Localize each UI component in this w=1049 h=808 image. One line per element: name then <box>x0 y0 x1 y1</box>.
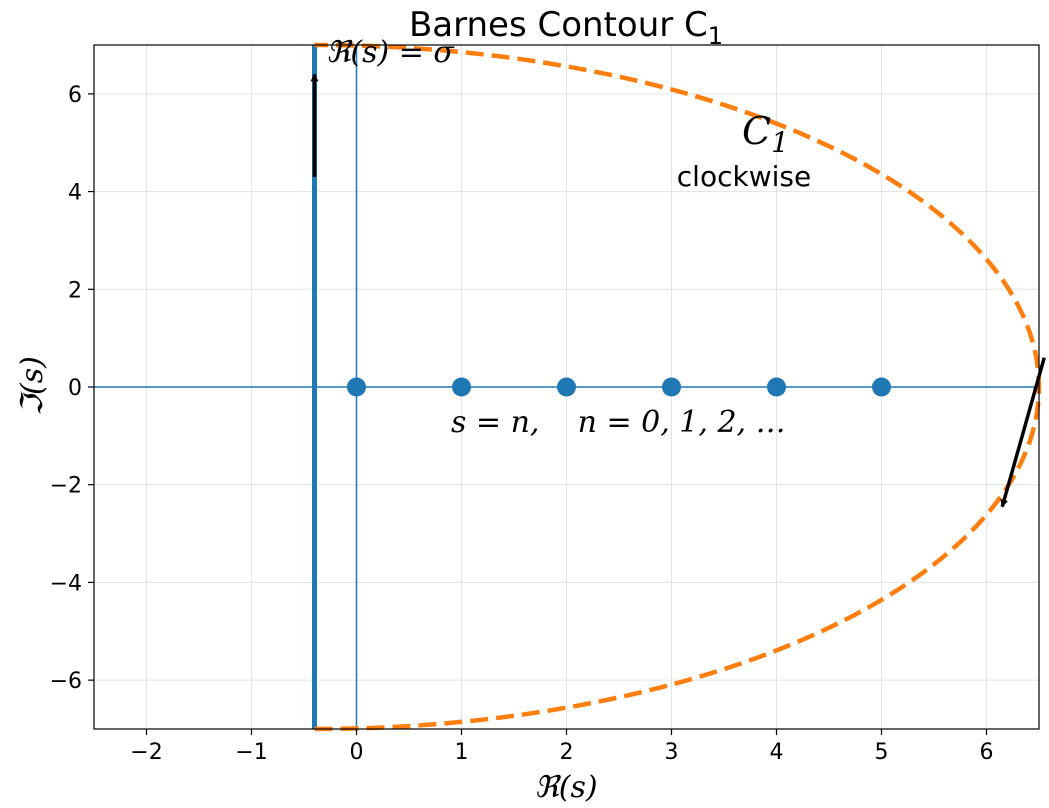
pole-point <box>347 377 366 397</box>
direction-arrows <box>310 73 1046 508</box>
pole-point <box>872 377 891 397</box>
x-tick-label: 6 <box>980 740 994 765</box>
contour-label: C1 <box>742 109 789 159</box>
direction-arrow <box>1000 357 1046 508</box>
chart-title: Barnes Contour C1 <box>409 5 723 50</box>
y-axis-ticks: −6 −4 −2 0 2 4 6 <box>50 83 94 694</box>
y-tick-label: 0 <box>68 376 82 401</box>
x-tick-label: 3 <box>665 740 679 765</box>
pole-point <box>557 377 576 397</box>
pole-point <box>767 377 786 397</box>
x-tick-label: 5 <box>875 740 889 765</box>
x-tick-label: −1 <box>235 740 267 765</box>
x-tick-label: 1 <box>455 740 469 765</box>
pole-point <box>452 377 471 397</box>
x-tick-label: −2 <box>130 740 162 765</box>
y-tick-label: −6 <box>50 669 82 694</box>
y-tick-label: 2 <box>68 278 82 303</box>
y-axis-title: ℑ(s) <box>15 356 50 416</box>
x-tick-label: 2 <box>560 740 574 765</box>
line-label: ℜ(s) = σ <box>326 35 455 70</box>
direction-label: clockwise <box>677 160 811 193</box>
y-tick-label: 4 <box>68 181 82 206</box>
x-axis-title: ℜ(s) <box>534 770 597 805</box>
y-tick-label: 6 <box>68 83 82 108</box>
x-axis-ticks: −2 −1 0 1 2 3 4 5 6 <box>130 729 994 765</box>
pole-point <box>662 377 681 397</box>
y-tick-label: −4 <box>50 571 82 596</box>
poles-label: s = n, n = 0, 1, 2, … <box>451 405 786 440</box>
y-tick-label: −2 <box>50 474 82 499</box>
x-tick-label: 4 <box>770 740 784 765</box>
x-tick-label: 0 <box>350 740 364 765</box>
